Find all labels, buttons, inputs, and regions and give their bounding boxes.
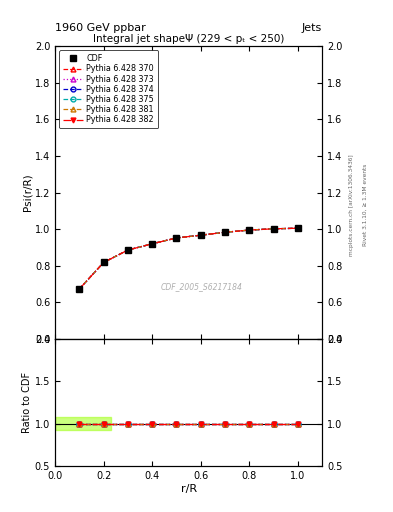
Y-axis label: Psi(r/R): Psi(r/R) [22,174,32,211]
X-axis label: r/R: r/R [180,483,197,494]
CDF [247,227,252,233]
Legend: CDF, Pythia 6.428 370, Pythia 6.428 373, Pythia 6.428 374, Pythia 6.428 375, Pyt: CDF, Pythia 6.428 370, Pythia 6.428 373,… [59,50,158,129]
Text: Rivet 3.1.10, ≥ 1.3M events: Rivet 3.1.10, ≥ 1.3M events [363,164,368,246]
CDF [77,286,82,292]
Title: Integral jet shapeΨ (229 < pₜ < 250): Integral jet shapeΨ (229 < pₜ < 250) [93,34,284,44]
Text: 1960 GeV ppbar: 1960 GeV ppbar [55,23,146,33]
Text: mcplots.cern.ch [arXiv:1306.3436]: mcplots.cern.ch [arXiv:1306.3436] [349,154,354,255]
CDF [174,235,179,241]
CDF [125,247,130,253]
Text: CDF_2005_S6217184: CDF_2005_S6217184 [161,282,243,291]
Text: Jets: Jets [302,23,322,33]
CDF [198,232,203,238]
Line: CDF: CDF [77,225,301,292]
CDF [150,241,154,247]
Y-axis label: Ratio to CDF: Ratio to CDF [22,372,32,433]
CDF [296,225,300,231]
CDF [101,260,106,266]
CDF [271,226,276,232]
CDF [223,229,228,236]
